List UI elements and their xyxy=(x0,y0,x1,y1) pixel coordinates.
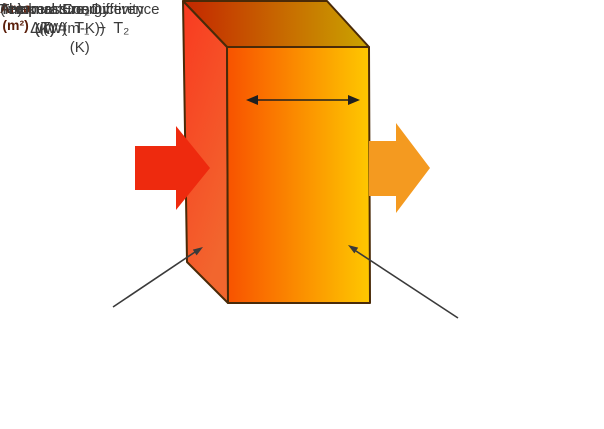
area-label: Area (m²) xyxy=(0,0,31,34)
thermal-conductivity-text: Thermal Conductivity xyxy=(0,1,144,18)
thermal-energy-text: Thermal Energy xyxy=(0,1,110,18)
thermal-energy-arrow-icon xyxy=(135,126,210,210)
thickness-label: Thickness xyxy=(0,0,68,19)
thermal-energy-label: Thermal Energy (W) xyxy=(0,0,110,38)
thickness-unit-label: (m) xyxy=(0,0,23,19)
temperature-difference-unit: (K) xyxy=(69,39,90,56)
thermal-energy-unit: (W) xyxy=(42,20,67,37)
area-text: Area xyxy=(0,0,32,16)
temperature-difference-text: Temperature Difference xyxy=(0,1,160,18)
temperature2-unit: (K) xyxy=(35,21,56,38)
temperature2-text: Temperature₂ xyxy=(0,1,91,18)
thickness-arrow-left-head xyxy=(246,95,258,105)
temperature-difference-label: Temperature Difference ΔT = T₁ − T₂ (K) xyxy=(0,0,159,57)
block-front-face xyxy=(226,46,371,304)
thermal-conductivity-label: Thermal Conductivity (W/(m-K)) xyxy=(0,0,144,38)
temperature2-pointer-arrow-icon xyxy=(348,245,459,319)
area-unit: (m²) xyxy=(2,17,29,33)
thickness-dimension-arrow-icon xyxy=(246,95,360,105)
thickness-arrow-right-head xyxy=(348,95,360,105)
temperature-difference-formula: ΔT = T₁ − T₂ xyxy=(30,20,130,37)
temperature2-pointer-line xyxy=(355,250,459,319)
temperature1-pointer-head xyxy=(192,247,203,256)
temperature1-text: Temperature₁ xyxy=(0,1,90,18)
thickness-text: Thickness xyxy=(0,1,68,18)
thermal-conductivity-arrow-icon xyxy=(369,123,430,213)
thermal-conductivity-unit: (W/(m-K)) xyxy=(39,20,105,37)
temperature2-pointer-head xyxy=(348,245,359,254)
temperature1-label: Temperature₁ (K) xyxy=(0,0,89,40)
temperature2-label: Temperature₂ (K) xyxy=(0,0,90,40)
temperature1-unit: (K) xyxy=(34,21,55,38)
temperature1-pointer-arrow-icon xyxy=(112,247,203,308)
temperature1-pointer-line xyxy=(112,251,196,308)
thickness-unit-text: (m) xyxy=(0,1,23,18)
